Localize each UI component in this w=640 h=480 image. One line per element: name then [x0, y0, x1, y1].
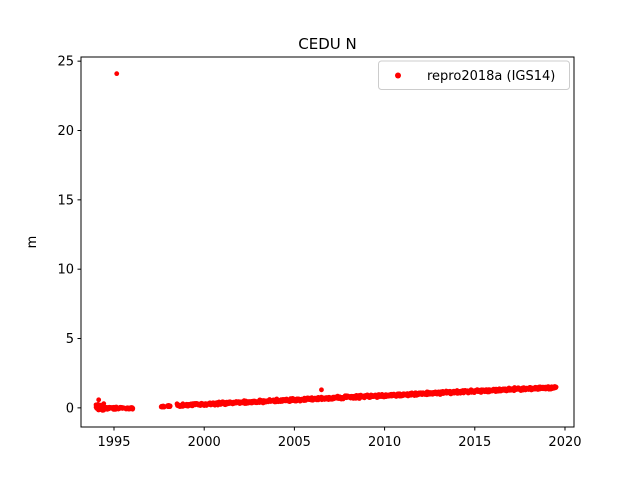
y-axis-label: m — [25, 236, 40, 249]
x-tick-label: 2010 — [368, 435, 401, 450]
data-point — [553, 384, 559, 390]
y-tick-label: 10 — [57, 263, 74, 278]
y-tick-label: 15 — [57, 193, 74, 208]
data-point-outlier — [319, 387, 324, 393]
data-point — [130, 405, 136, 411]
x-tick-label: 2015 — [458, 435, 491, 450]
x-tick-label: 2005 — [278, 435, 311, 450]
y-tick-label: 20 — [57, 124, 74, 139]
axes-layer: 1995 2000 2005 2010 2015 2020 0 5 10 15 20 25 — [57, 55, 581, 450]
chart-title: CEDU N — [298, 35, 356, 53]
x-tick-label: 2020 — [548, 435, 581, 450]
data-point — [101, 401, 107, 407]
data-point-outlier — [96, 397, 102, 403]
y-tick-label: 5 — [66, 332, 74, 347]
x-tick-label: 1995 — [97, 435, 130, 450]
y-tick-label: 25 — [57, 55, 74, 70]
legend-label: repro2018a (IGS14) — [427, 69, 555, 84]
data-point — [167, 403, 173, 409]
legend-marker-dot-icon — [395, 72, 401, 79]
y-tick-label: 0 — [66, 401, 74, 416]
x-tick-label: 2000 — [188, 435, 221, 450]
data-point-outlier — [114, 71, 120, 77]
axes-frame — [80, 56, 575, 428]
legend-box — [378, 60, 570, 90]
legend: repro2018a (IGS14) — [378, 60, 570, 90]
scatter-series — [93, 71, 559, 413]
